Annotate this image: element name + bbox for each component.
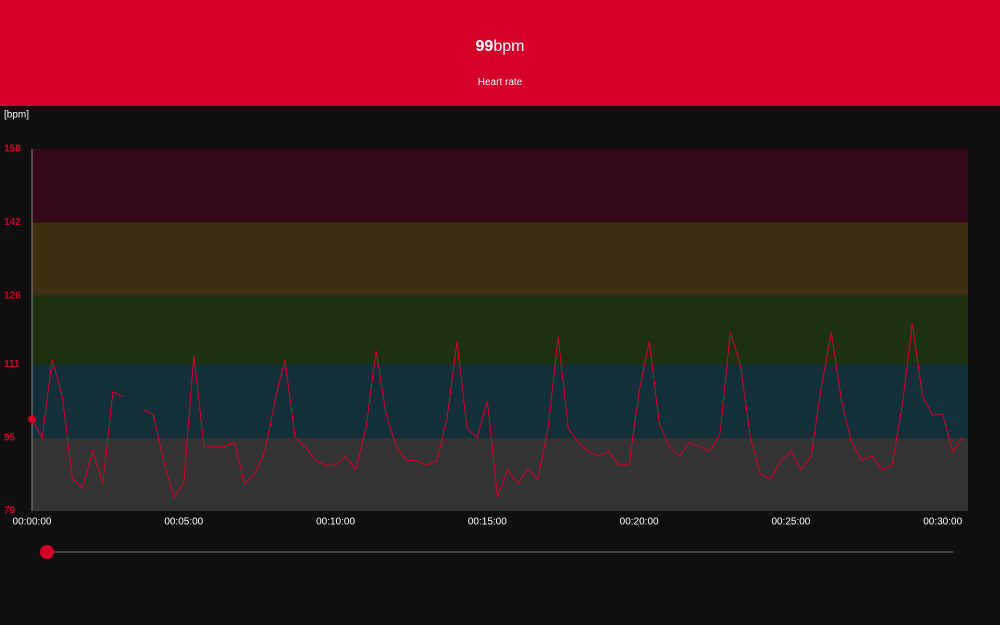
zone-band <box>32 149 968 223</box>
zone-band <box>32 437 968 511</box>
x-tick-label: 00:25:00 <box>771 517 810 528</box>
heart-rate-line <box>143 323 964 499</box>
header: 99bpm Heart rate <box>0 0 1000 106</box>
slider-knob[interactable] <box>40 545 54 559</box>
y-axis-label: [bpm] <box>4 110 29 121</box>
header-label: Heart rate <box>477 77 523 88</box>
value: 99 <box>475 38 494 55</box>
x-tick-label: 00:15:00 <box>468 517 507 528</box>
y-tick-label: 126 <box>4 290 21 301</box>
cursor-marker <box>28 415 36 424</box>
x-tick-label: 00:00:00 <box>13 517 52 528</box>
y-tick-label: 79 <box>4 506 16 517</box>
x-tick-label: 00:30:00 <box>923 517 962 528</box>
heart-rate-line <box>31 359 124 490</box>
y-tick-label: 95 <box>4 432 16 443</box>
unit: bpm <box>493 38 525 55</box>
y-tick-label: 142 <box>4 217 21 228</box>
y-tick-label: 158 <box>4 144 21 155</box>
x-tick-label: 00:10:00 <box>316 517 355 528</box>
zone-band <box>32 222 968 296</box>
x-tick-label: 00:20:00 <box>620 517 659 528</box>
y-tick-label: 111 <box>4 359 20 370</box>
zone-band <box>32 295 968 365</box>
x-tick-label: 00:05:00 <box>164 517 203 528</box>
zone-band <box>32 364 968 438</box>
current-value: 99bpm <box>0 38 1000 56</box>
